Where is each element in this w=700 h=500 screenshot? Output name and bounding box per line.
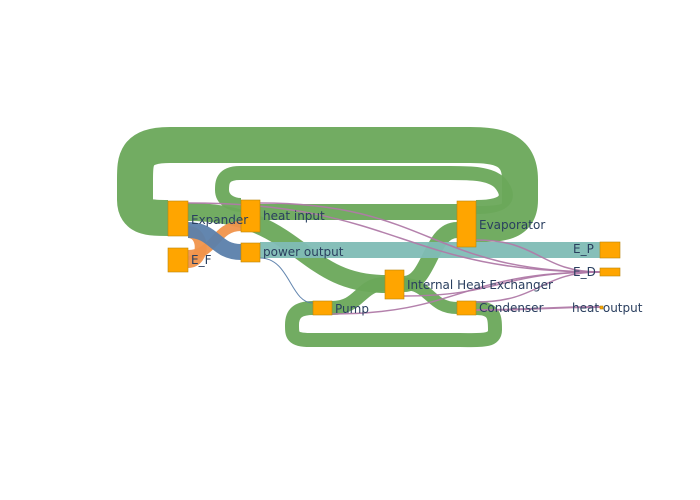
link-power-output-to-pump[interactable]: [259, 257, 314, 304]
node-label-heat-input: heat input: [263, 209, 325, 223]
node-expander[interactable]: [167, 200, 189, 237]
links-layer: [117, 127, 601, 348]
node-label-heat-output: heat output: [572, 301, 643, 315]
link-expander-to-e-d[interactable]: [187, 202, 601, 273]
node-e-f[interactable]: [167, 247, 189, 273]
node-heat-input[interactable]: [240, 199, 261, 233]
node-evaporator[interactable]: [456, 200, 477, 248]
node-heat-output[interactable]: [599, 305, 604, 310]
node-power-output[interactable]: [240, 242, 261, 263]
link-condenser-to-heat-output[interactable]: [475, 306, 601, 311]
link-evaporator-to-heat-input[interactable]: [214, 166, 513, 214]
link-evaporator-to-expander[interactable]: [117, 127, 538, 242]
node-condenser[interactable]: [456, 300, 477, 316]
node-label-ihx: Internal Heat Exchanger: [407, 278, 553, 292]
node-e-d[interactable]: [599, 267, 621, 277]
node-pump[interactable]: [312, 300, 333, 316]
link-heat-input-to-e-d[interactable]: [259, 202, 601, 273]
node-label-condenser: Condenser: [479, 301, 544, 315]
nodes-layer: [167, 199, 621, 316]
node-ihx[interactable]: [384, 269, 405, 300]
link-condenser-to-pump[interactable]: [284, 301, 503, 348]
node-label-power-output: power output: [263, 245, 344, 259]
node-label-pump: Pump: [335, 302, 369, 316]
link-pump-to-e-d[interactable]: [331, 271, 601, 315]
node-e-p[interactable]: [599, 241, 621, 259]
link-expander-to-power-output[interactable]: [187, 222, 242, 260]
node-label-evaporator: Evaporator: [479, 218, 545, 232]
labels-layer: Evaporator Expander Internal Heat Exchange…: [191, 209, 643, 316]
link-pump-to-ihx[interactable]: [331, 277, 386, 315]
link-condenser-to-e-d[interactable]: [475, 271, 601, 303]
node-label-e-d: E_D: [573, 265, 596, 279]
node-label-e-p: E_P: [573, 242, 594, 256]
node-label-e-f: E_F: [191, 253, 212, 267]
link-evaporator-to-e-d[interactable]: [475, 239, 601, 273]
node-label-expander: Expander: [191, 213, 248, 227]
